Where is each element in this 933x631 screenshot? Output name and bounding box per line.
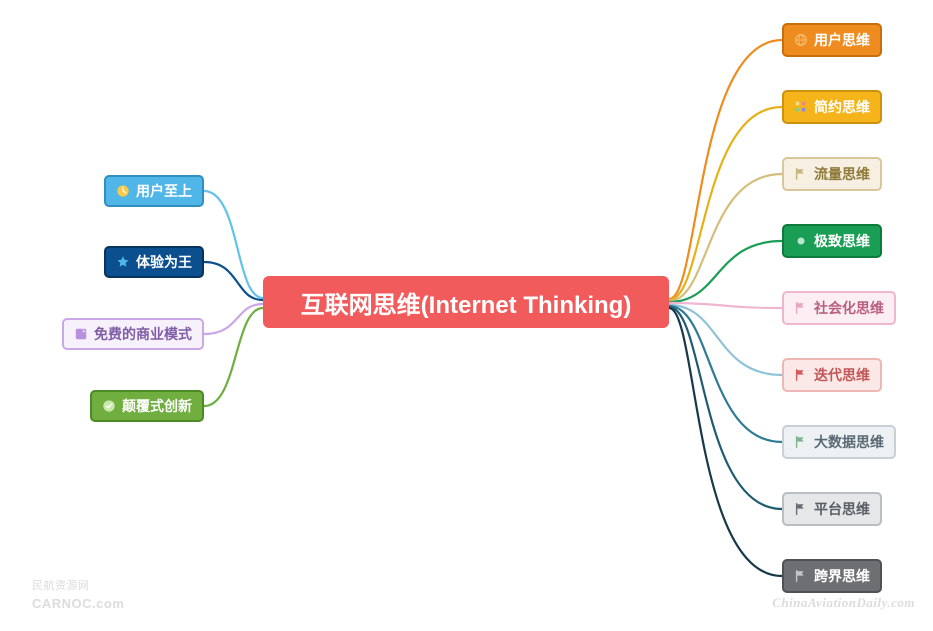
branch-node[interactable]: 社会化思维 — [782, 291, 896, 325]
branch-node-label: 简约思维 — [814, 97, 870, 117]
branch-node-label: 平台思维 — [814, 499, 870, 519]
star-icon — [116, 255, 130, 269]
connector-line — [669, 305, 782, 375]
branch-node[interactable]: 流量思维 — [782, 157, 882, 191]
branch-node[interactable]: 平台思维 — [782, 492, 882, 526]
branch-node[interactable]: 极致思维 — [782, 224, 882, 258]
connector-line — [669, 241, 782, 302]
branch-node[interactable]: 跨界思维 — [782, 559, 882, 593]
flag-icon — [794, 368, 808, 382]
flag-icon — [794, 569, 808, 583]
watermark-right: ChinaAviationDaily.com — [772, 595, 915, 611]
connector-line — [204, 304, 263, 334]
connector-line — [669, 40, 782, 299]
branch-node-label: 免费的商业模式 — [94, 324, 192, 344]
branch-node[interactable]: 用户思维 — [782, 23, 882, 57]
branch-node-label: 大数据思维 — [814, 432, 884, 452]
sticker-icon — [74, 327, 88, 341]
center-node-label: 互联网思维(Internet Thinking) — [301, 285, 632, 320]
connector-line — [669, 303, 782, 308]
branch-node-label: 用户至上 — [136, 181, 192, 201]
connector-line — [669, 307, 782, 509]
mindmap-canvas: 互联网思维(Internet Thinking) 用户至上体验为王免费的商业模式… — [0, 0, 933, 631]
dot-icon — [794, 234, 808, 248]
connector-line — [669, 174, 782, 301]
branch-node[interactable]: 体验为王 — [104, 246, 204, 278]
flag-icon — [794, 502, 808, 516]
branch-node[interactable]: 简约思维 — [782, 90, 882, 124]
connector-line — [669, 107, 782, 300]
connector-line — [669, 306, 782, 442]
branch-node-label: 跨界思维 — [814, 566, 870, 586]
center-node[interactable]: 互联网思维(Internet Thinking) — [263, 276, 669, 328]
connector-line — [204, 262, 263, 300]
branch-node-label: 极致思维 — [814, 231, 870, 251]
branch-node[interactable]: 迭代思维 — [782, 358, 882, 392]
branch-node-label: 社会化思维 — [814, 298, 884, 318]
branch-node-label: 流量思维 — [814, 164, 870, 184]
branch-node[interactable]: 颠覆式创新 — [90, 390, 204, 422]
connector-line — [204, 308, 263, 406]
flag-icon — [794, 435, 808, 449]
clock-icon — [116, 184, 130, 198]
globe-icon — [794, 33, 808, 47]
watermark-left-top: 民航资源网 — [32, 577, 90, 593]
branch-node-label: 颠覆式创新 — [122, 396, 192, 416]
branch-node[interactable]: 用户至上 — [104, 175, 204, 207]
branch-node-label: 用户思维 — [814, 30, 870, 50]
grid-icon — [794, 100, 808, 114]
branch-node[interactable]: 大数据思维 — [782, 425, 896, 459]
branch-node[interactable]: 免费的商业模式 — [62, 318, 204, 350]
flag-icon — [794, 167, 808, 181]
check-circle-icon — [102, 399, 116, 413]
flag-icon — [794, 301, 808, 315]
branch-node-label: 体验为王 — [136, 252, 192, 272]
connector-line — [204, 191, 263, 298]
connector-line — [669, 308, 782, 576]
watermark-left-bottom: CARNOC.com — [32, 596, 124, 611]
branch-node-label: 迭代思维 — [814, 365, 870, 385]
